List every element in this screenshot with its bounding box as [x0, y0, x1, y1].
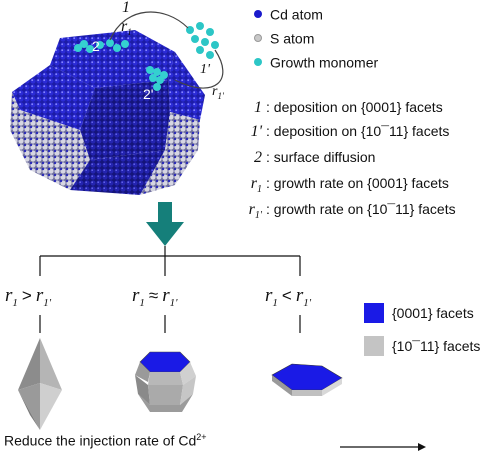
path-r1prime-label: r1' [212, 84, 224, 101]
legend-s-atom: S atom [254, 28, 314, 46]
s-atom-dot [254, 34, 262, 43]
down-arrow-icon [146, 202, 184, 246]
surface-monomers-top [74, 39, 129, 53]
legend-cd-atom: Cd atom [254, 4, 323, 22]
surface-monomers-side [146, 66, 168, 91]
legend-growth-monomer: Growth monomer [254, 52, 378, 70]
crystal-upper-left-facet [12, 65, 95, 130]
path-r1-label: r1 [121, 18, 132, 38]
process-1: 1: deposition on {0001} facets [254, 99, 443, 116]
condition-r1-greater: r1 > r1' [5, 285, 52, 309]
process-r1prime: r1': growth rate on {10¯11} facets [248, 201, 456, 222]
diffusion-2prime-label: 2' [143, 86, 154, 102]
facet-swatch-0001 [364, 303, 384, 323]
shape-hexagonal-plate [271, 363, 343, 396]
facet-swatch-1011 [364, 336, 384, 356]
condition-r1-approx: r1 ≈ r1' [132, 285, 178, 309]
crystal-lower-right-facet [140, 112, 200, 195]
right-arrow-icon [418, 443, 426, 451]
crystal-bottom-facet [70, 150, 165, 195]
condition-r1-less: r1 < r1' [265, 285, 312, 309]
reduce-injection-caption: Reduce the injection rate of Cd2+ [4, 432, 207, 449]
process-r1: r1: growth rate on {0001} facets [250, 175, 449, 196]
deposition-path-side [174, 49, 224, 89]
nanocrystal-illustration [10, 11, 224, 195]
cd-atom-dot [254, 10, 262, 19]
process-1prime: 1': deposition on {10¯11} facets [250, 123, 450, 140]
shape-truncated-prism [135, 351, 196, 412]
process-2: 2: surface diffusion [254, 149, 376, 166]
crystal-front-facet [80, 80, 170, 160]
path-1prime-label: 1' [200, 62, 210, 77]
shape-bipyramid [18, 338, 62, 430]
path-1-label: 1 [122, 0, 130, 16]
facet-label-1011: {10¯11} facets [392, 338, 481, 354]
monomer-dot [254, 58, 262, 67]
deposition-path-top [109, 11, 189, 41]
facet-label-0001: {0001} facets [392, 305, 474, 321]
crystal-lower-left-facet [10, 92, 90, 190]
diffusion-2-label: 2 [92, 38, 100, 54]
crystal-upper-right-facet [168, 52, 205, 120]
